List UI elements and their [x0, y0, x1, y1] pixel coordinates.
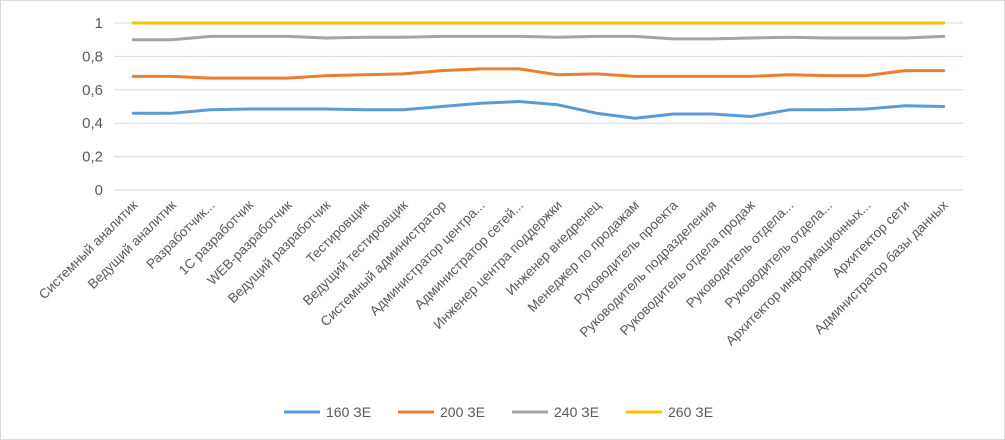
legend-label: 240 ЗЕ [554, 404, 599, 420]
x-tick-label: Разработчик... [143, 198, 217, 272]
legend-label: 160 ЗЕ [326, 404, 371, 420]
series-line [131, 100, 946, 120]
y-tick-label: 0 [95, 182, 103, 199]
series-line [131, 67, 946, 80]
legend: 160 ЗЕ 200 ЗЕ 240 ЗЕ 260 ЗЕ [284, 404, 713, 420]
y-tick-label: 0,6 [82, 82, 103, 99]
y-tick-label: 1 [95, 15, 103, 32]
y-tick-label: 0,4 [82, 115, 103, 132]
y-tick-label: 0,8 [82, 48, 103, 65]
y-tick-label: 0,2 [82, 149, 103, 166]
y-axis: 0 0,2 0,4 0,6 0,8 1 [82, 15, 103, 199]
legend-label: 200 ЗЕ [440, 404, 485, 420]
series-lines [131, 21, 946, 120]
series-line [131, 34, 946, 42]
legend-label: 260 ЗЕ [668, 404, 713, 420]
gridlines [114, 22, 963, 191]
